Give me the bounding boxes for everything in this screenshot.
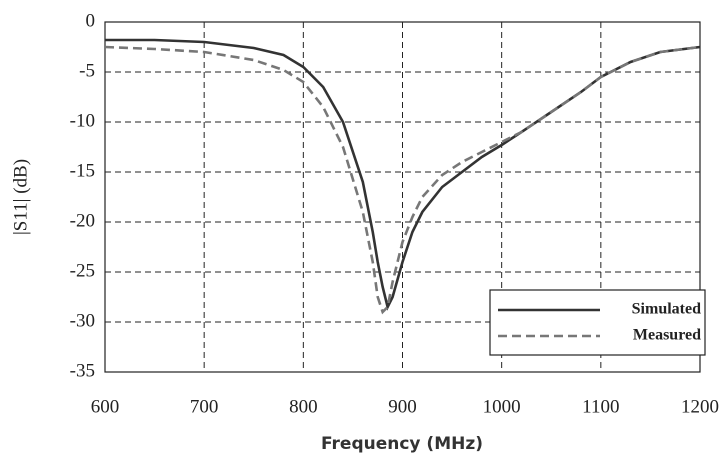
legend-box <box>489 289 706 356</box>
x-axis-label: Frequency (MHz) <box>321 434 483 454</box>
y-tick-label: -20 <box>70 210 95 231</box>
x-tick-label: 1200 <box>681 396 719 417</box>
x-tick-label: 1100 <box>582 396 619 417</box>
legend-label: Measured <box>633 327 701 344</box>
series-line <box>104 45 701 315</box>
y-tick-label: -10 <box>70 110 95 131</box>
y-tick-label: -5 <box>79 60 95 81</box>
x-tick-label: 800 <box>289 396 318 417</box>
y-tick-label: -35 <box>70 360 95 381</box>
legend-label: Simulated <box>632 301 701 318</box>
y-tick-label: -15 <box>70 160 95 181</box>
y-axis-label: |S11| (dB) <box>10 159 31 235</box>
y-tick-label: -25 <box>70 260 95 281</box>
x-tick-label: 600 <box>91 396 120 417</box>
y-tick-label: -30 <box>70 310 95 331</box>
x-tick-label: 700 <box>190 396 219 417</box>
x-tick-label: 1000 <box>483 396 521 417</box>
x-tick-label: 900 <box>388 396 417 417</box>
y-tick-label: 0 <box>86 10 96 31</box>
